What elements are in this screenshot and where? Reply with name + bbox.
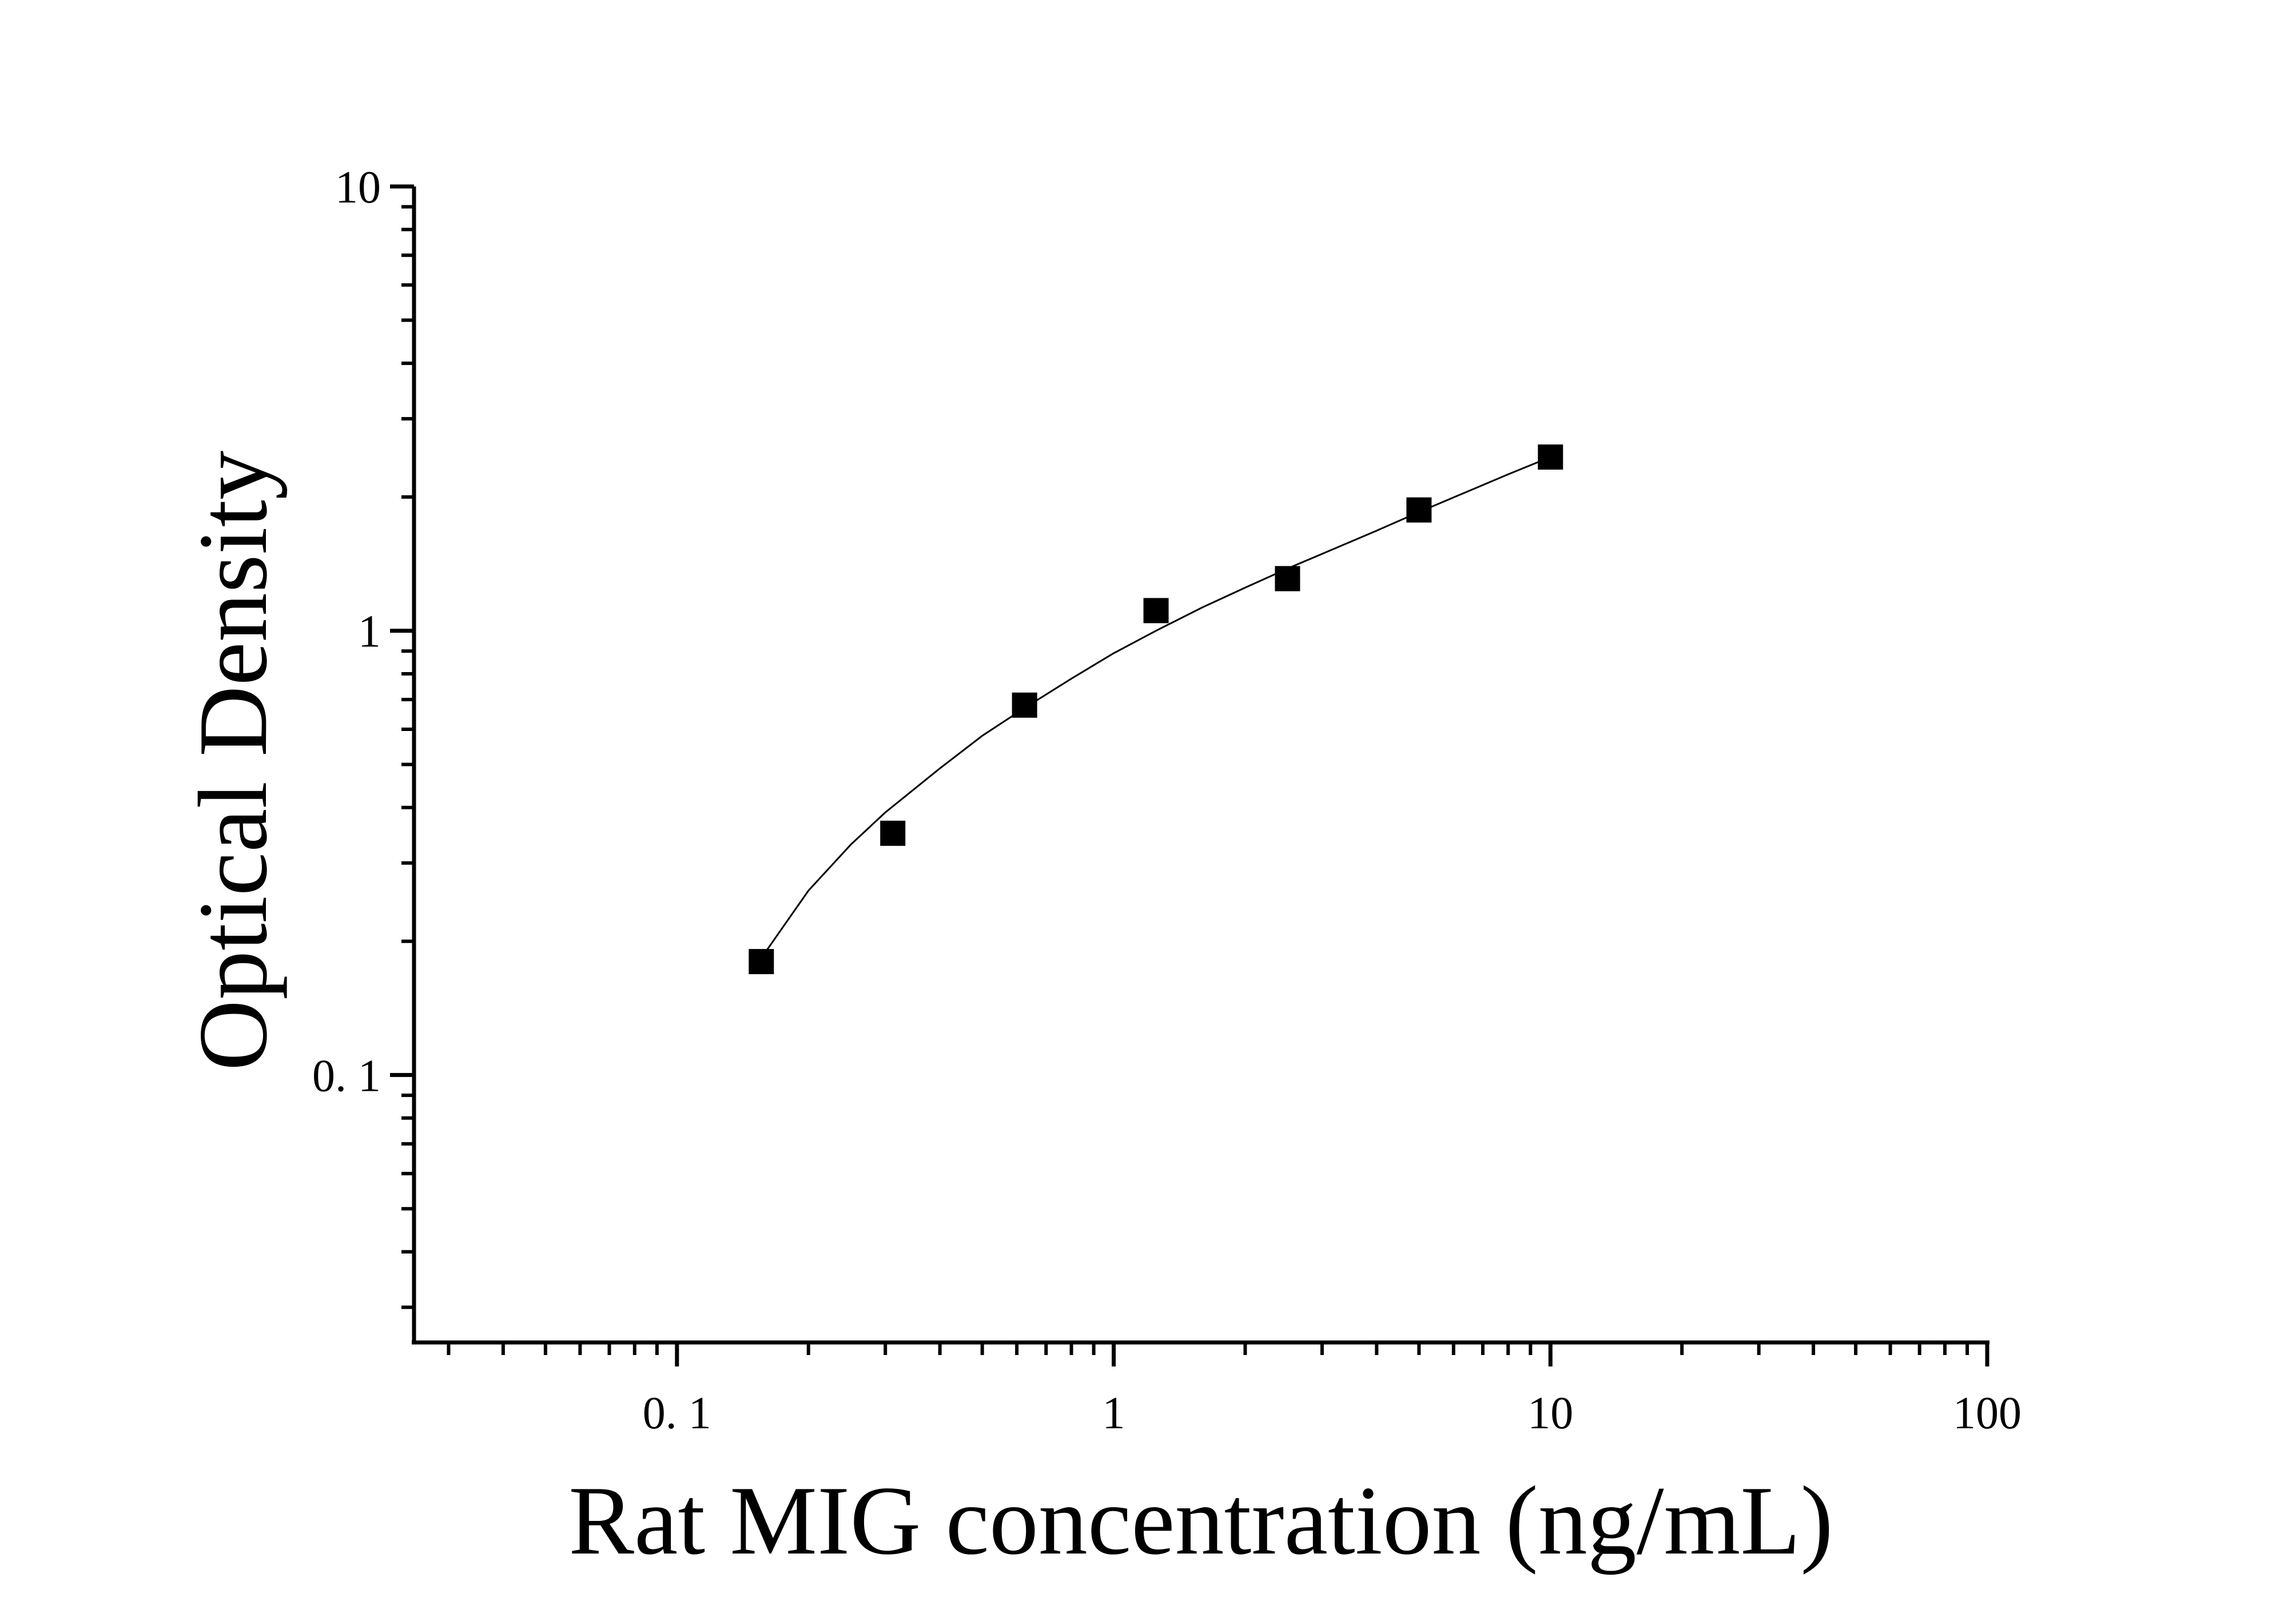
data-point xyxy=(1143,598,1169,623)
data-point xyxy=(749,949,774,975)
data-point xyxy=(880,820,906,846)
fit-curve xyxy=(765,456,1551,952)
y-tick-label: 10 xyxy=(335,162,381,213)
y-ticks: 0. 1 1 10 xyxy=(312,162,414,1309)
axes xyxy=(412,186,1989,1345)
data-points-layer xyxy=(749,444,1563,975)
data-point xyxy=(1538,444,1563,470)
x-tick-label: 10 xyxy=(1527,1388,1573,1439)
data-point xyxy=(1406,497,1432,523)
x-ticks: 0. 1 1 10 100 xyxy=(447,1342,2022,1439)
y-tick-label: 1 xyxy=(358,607,381,657)
data-point xyxy=(1012,692,1037,718)
x-tick-label: 1 xyxy=(1103,1388,1125,1439)
data-point xyxy=(1275,566,1300,591)
fit-curve-layer xyxy=(765,456,1551,952)
x-tick-label: 100 xyxy=(1953,1388,2022,1439)
y-tick-label: 0. 1 xyxy=(312,1051,381,1101)
x-tick-label: 0. 1 xyxy=(643,1388,711,1439)
x-axis-label: Rat MIG concentration (ng/mL) xyxy=(568,1467,1833,1575)
y-axis-label: Optical Density xyxy=(179,451,288,1071)
